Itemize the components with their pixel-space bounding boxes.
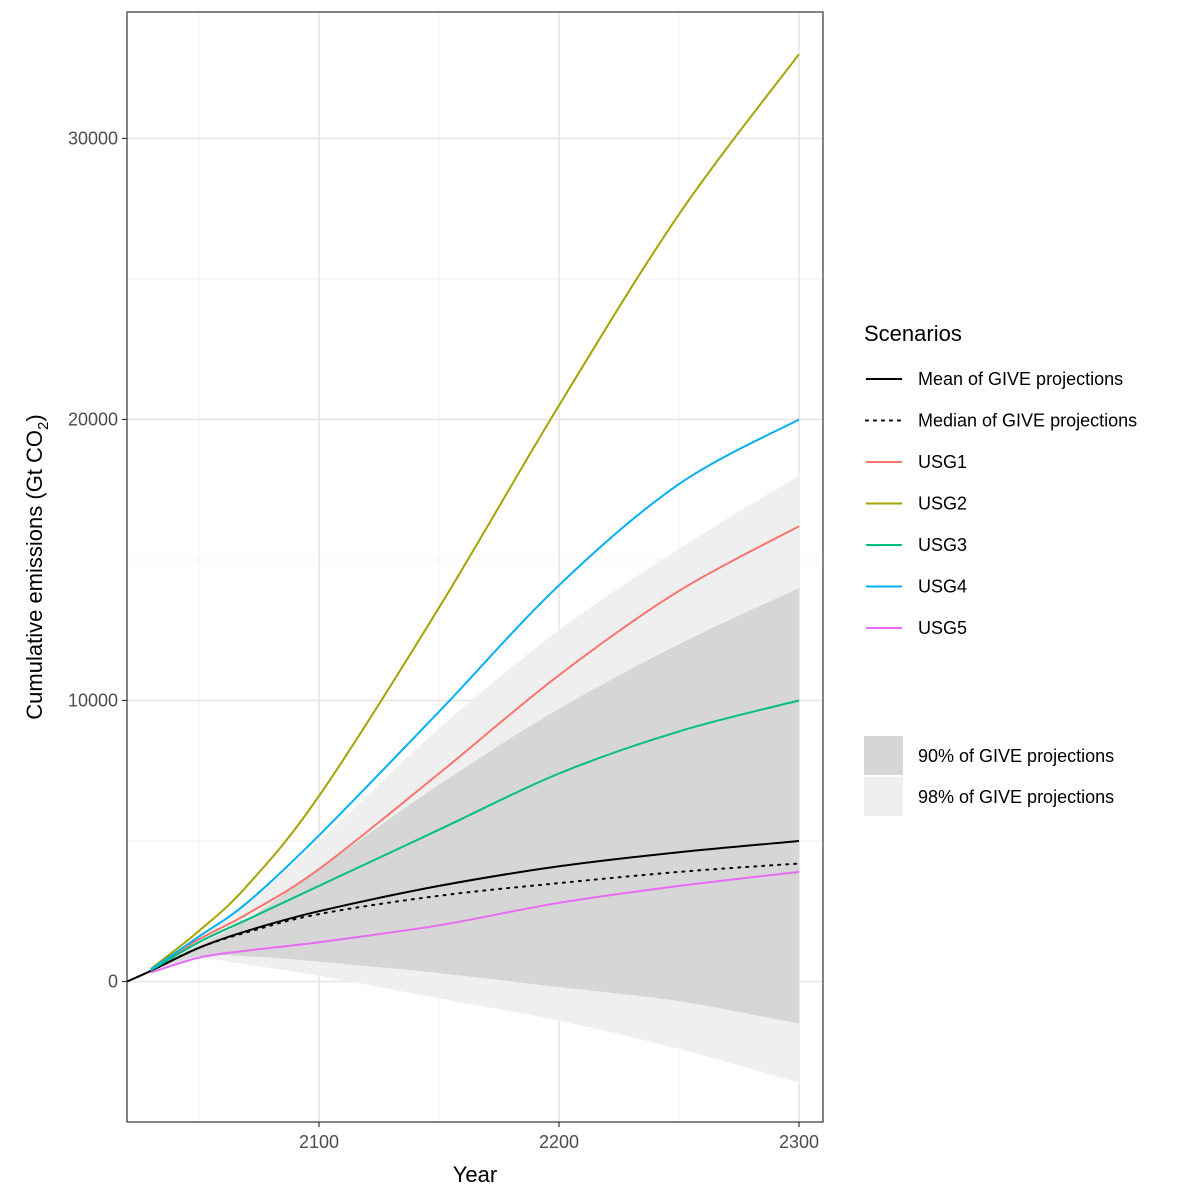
plot-border	[126, 11, 824, 1123]
projection-bands	[151, 475, 799, 1083]
series-line-usg4	[150, 418, 800, 971]
legend: Scenarios Mean of GIVE projections Median…	[864, 321, 1137, 816]
x-tick-label: 2100	[299, 1132, 339, 1152]
series-line-usg5	[150, 870, 800, 974]
series-line-median-of-give-projections	[150, 862, 800, 972]
y-tick-label: 20000	[68, 409, 118, 429]
legend-label: 90% of GIVE projections	[918, 746, 1114, 766]
legend-label: USG5	[918, 618, 967, 638]
y-axis-ticks: 0 10000 20000 30000	[68, 128, 127, 991]
legend-key-band	[864, 777, 903, 816]
legend-label: 98% of GIVE projections	[918, 787, 1114, 807]
y-axis-title-close: )	[22, 414, 47, 421]
legend-label: USG3	[918, 535, 967, 555]
legend-label: Mean of GIVE projections	[918, 369, 1123, 389]
legend-title: Scenarios	[864, 321, 962, 346]
band-90-percent	[151, 588, 799, 1024]
legend-key-band	[864, 736, 903, 775]
legend-label: USG4	[918, 577, 967, 597]
y-tick-label: 10000	[68, 690, 118, 710]
y-axis-title: Cumulative emissions (Gt CO2)	[22, 414, 52, 719]
x-axis-title: Year	[453, 1162, 497, 1187]
y-axis-title-subscript: 2	[35, 422, 52, 430]
legend-label: USG2	[918, 494, 967, 514]
legend-band-entries: 90% of GIVE projections 98% of GIVE proje…	[864, 736, 1114, 816]
x-tick-label: 2200	[539, 1132, 579, 1152]
y-axis-title-main: Cumulative emissions (Gt CO	[22, 430, 47, 720]
series-line-usg2	[150, 53, 800, 970]
x-tick-label: 2300	[779, 1132, 819, 1152]
series-line-usg1	[150, 525, 800, 971]
legend-line-entries: Mean of GIVE projections Median of GIVE p…	[865, 369, 1137, 638]
legend-label: USG1	[918, 452, 967, 472]
y-tick-label: 30000	[68, 128, 118, 148]
legend-label: Median of GIVE projections	[918, 411, 1137, 431]
x-axis-ticks: 2100 2200 2300	[299, 1122, 819, 1152]
y-tick-label: 0	[108, 971, 118, 991]
series-lines	[126, 53, 800, 983]
series-line-usg3	[150, 699, 800, 972]
